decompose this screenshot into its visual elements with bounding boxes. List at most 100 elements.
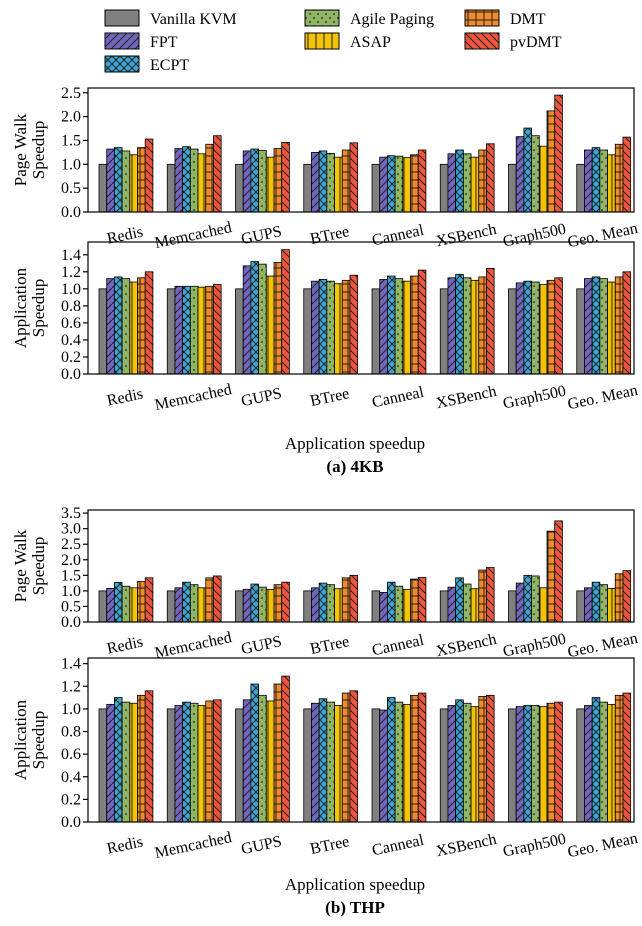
bar-canneal-agile-paging (394, 155, 404, 213)
bar-gups-agile-paging (258, 263, 267, 375)
y-tick-label: 0.4 (61, 769, 81, 786)
bar-geo-mean-vanilla-kvm (576, 590, 585, 623)
y-tick-label: 1.5 (61, 567, 81, 584)
section-a-xlabel: Application speedup (285, 434, 425, 453)
bar-gups-fpt (242, 588, 252, 623)
bar-memcached-dmt (205, 700, 214, 823)
bar-canneal-agile-paging (394, 701, 404, 823)
bar-geo-mean-ecpt (591, 581, 601, 623)
bar-xsbench-vanilla-kvm (439, 708, 449, 823)
tick-label-geo-mean: Geo. Mean (566, 830, 639, 861)
bar-gups-agile-paging (258, 150, 267, 213)
bar-canneal-agile-paging (394, 278, 404, 375)
tick-label-geo-mean: Geo. Mean (566, 220, 639, 251)
y-tick-label: 1.0 (61, 583, 81, 600)
plot-frame (87, 657, 635, 823)
tick-label-graph500: Graph500 (501, 383, 567, 413)
bar-xsbench-asap (470, 156, 480, 213)
tick-label-geo-mean: Geo. Mean (566, 630, 639, 661)
legend-item-pvdmt: pvDMT (464, 32, 562, 51)
bar-btree-vanilla-kvm (303, 590, 312, 623)
bar-xsbench-agile-paging (462, 583, 472, 623)
tick-label-graph500: Graph500 (501, 631, 567, 661)
bar-graph500-dmt (546, 702, 556, 823)
bar-canneal-ecpt (386, 155, 396, 213)
bar-redis-fpt (106, 148, 115, 213)
bar-canneal-agile-paging (394, 585, 404, 623)
bar-graph500-pvdmt (554, 520, 563, 623)
legend-item-vanilla-kvm: Vanilla KVM (104, 9, 237, 28)
bar-graph500-ecpt (523, 280, 533, 375)
bar-redis-vanilla-kvm (98, 708, 108, 823)
bar-geo-mean-vanilla-kvm (576, 708, 585, 823)
tick-label-xsbench: XSBench (435, 383, 499, 412)
plot-frame (87, 509, 635, 623)
tick-label-canneal: Canneal (371, 222, 426, 250)
bar-graph500-pvdmt (554, 94, 563, 213)
legend: Vanilla KVM FPT ECPT Agile Paging ASAP DMT pvD… (104, 9, 562, 74)
bar-redis-dmt (137, 147, 146, 213)
bar-redis-asap (129, 587, 138, 623)
bar-geo-mean-asap (607, 154, 616, 213)
bar-graph500-asap (538, 587, 548, 623)
bar-xsbench-ecpt (455, 273, 464, 375)
tick-label-canneal: Canneal (371, 632, 426, 660)
bar-btree-agile-paging (326, 584, 335, 623)
bar-btree-asap (334, 705, 343, 823)
tick-label-xsbench: XSBench (435, 631, 499, 660)
bar-memcached-pvdmt (213, 135, 222, 213)
bar-graph500-vanilla-kvm (508, 590, 517, 623)
y-axis-label: ApplicationSpeedup (11, 267, 48, 348)
tick-label-graph500: Graph500 (501, 221, 567, 251)
chart-app-speedup-4kb: Redis Memcached GUPS BTree Canneal XSBench Gra… (11, 241, 639, 414)
bar-xsbench-pvdmt (486, 267, 495, 375)
bar-canneal-dmt (410, 694, 419, 823)
bar-memcached-ecpt (182, 581, 191, 623)
y-tick-label: 0.5 (61, 180, 81, 197)
bar-redis-ecpt (114, 276, 123, 375)
bar-canneal-pvdmt (417, 692, 427, 823)
bar-graph500-agile-paging (531, 575, 540, 623)
y-tick-label: 0.0 (61, 366, 81, 383)
bar-xsbench-vanilla-kvm (439, 590, 449, 623)
legend-swatch-vanilla-kvm (104, 9, 140, 27)
bar-graph500-ecpt (523, 574, 533, 623)
bar-memcached-fpt (174, 705, 184, 823)
bar-memcached-ecpt (182, 285, 191, 375)
bar-xsbench-vanilla-kvm (439, 288, 449, 375)
bar-geo-mean-fpt (584, 705, 593, 823)
bar-canneal-fpt (379, 156, 388, 213)
bar-redis-pvdmt (144, 577, 154, 623)
bar-redis-dmt (137, 694, 146, 823)
bar-xsbench-vanilla-kvm (439, 163, 449, 213)
bar-redis-agile-paging (121, 278, 131, 375)
legend-swatch-pvdmt (464, 32, 500, 50)
bar-memcached-ecpt (182, 701, 191, 823)
tick-label-gups: GUPS (240, 633, 284, 658)
bar-memcached-dmt (205, 143, 214, 213)
bar-graph500-asap (538, 145, 548, 213)
bar-graph500-fpt (515, 582, 525, 623)
bar-gups-vanilla-kvm (235, 163, 244, 213)
bar-btree-fpt (311, 587, 320, 623)
y-tick-label: 0.8 (61, 724, 81, 741)
tick-label-btree: BTree (309, 833, 351, 858)
bar-gups-asap (265, 156, 275, 213)
bar-gups-ecpt (250, 583, 259, 623)
bar-btree-asap (334, 588, 343, 623)
bar-xsbench-ecpt (455, 699, 464, 823)
bar-btree-asap (334, 283, 343, 375)
y-tick-label: 2.0 (61, 109, 81, 126)
bar-gups-pvdmt (281, 141, 290, 213)
tick-label-xsbench: XSBench (435, 831, 499, 860)
bar-gups-asap (265, 275, 275, 375)
bar-btree-dmt (341, 577, 351, 623)
bar-memcached-fpt (174, 587, 184, 623)
bar-xsbench-fpt (447, 586, 457, 623)
bar-redis-asap (129, 154, 138, 213)
bar-canneal-pvdmt (417, 577, 427, 623)
y-tick-label: 1.4 (61, 656, 81, 673)
bar-geo-mean-ecpt (591, 147, 601, 213)
bar-canneal-dmt (410, 578, 419, 623)
bar-btree-ecpt (318, 582, 328, 623)
